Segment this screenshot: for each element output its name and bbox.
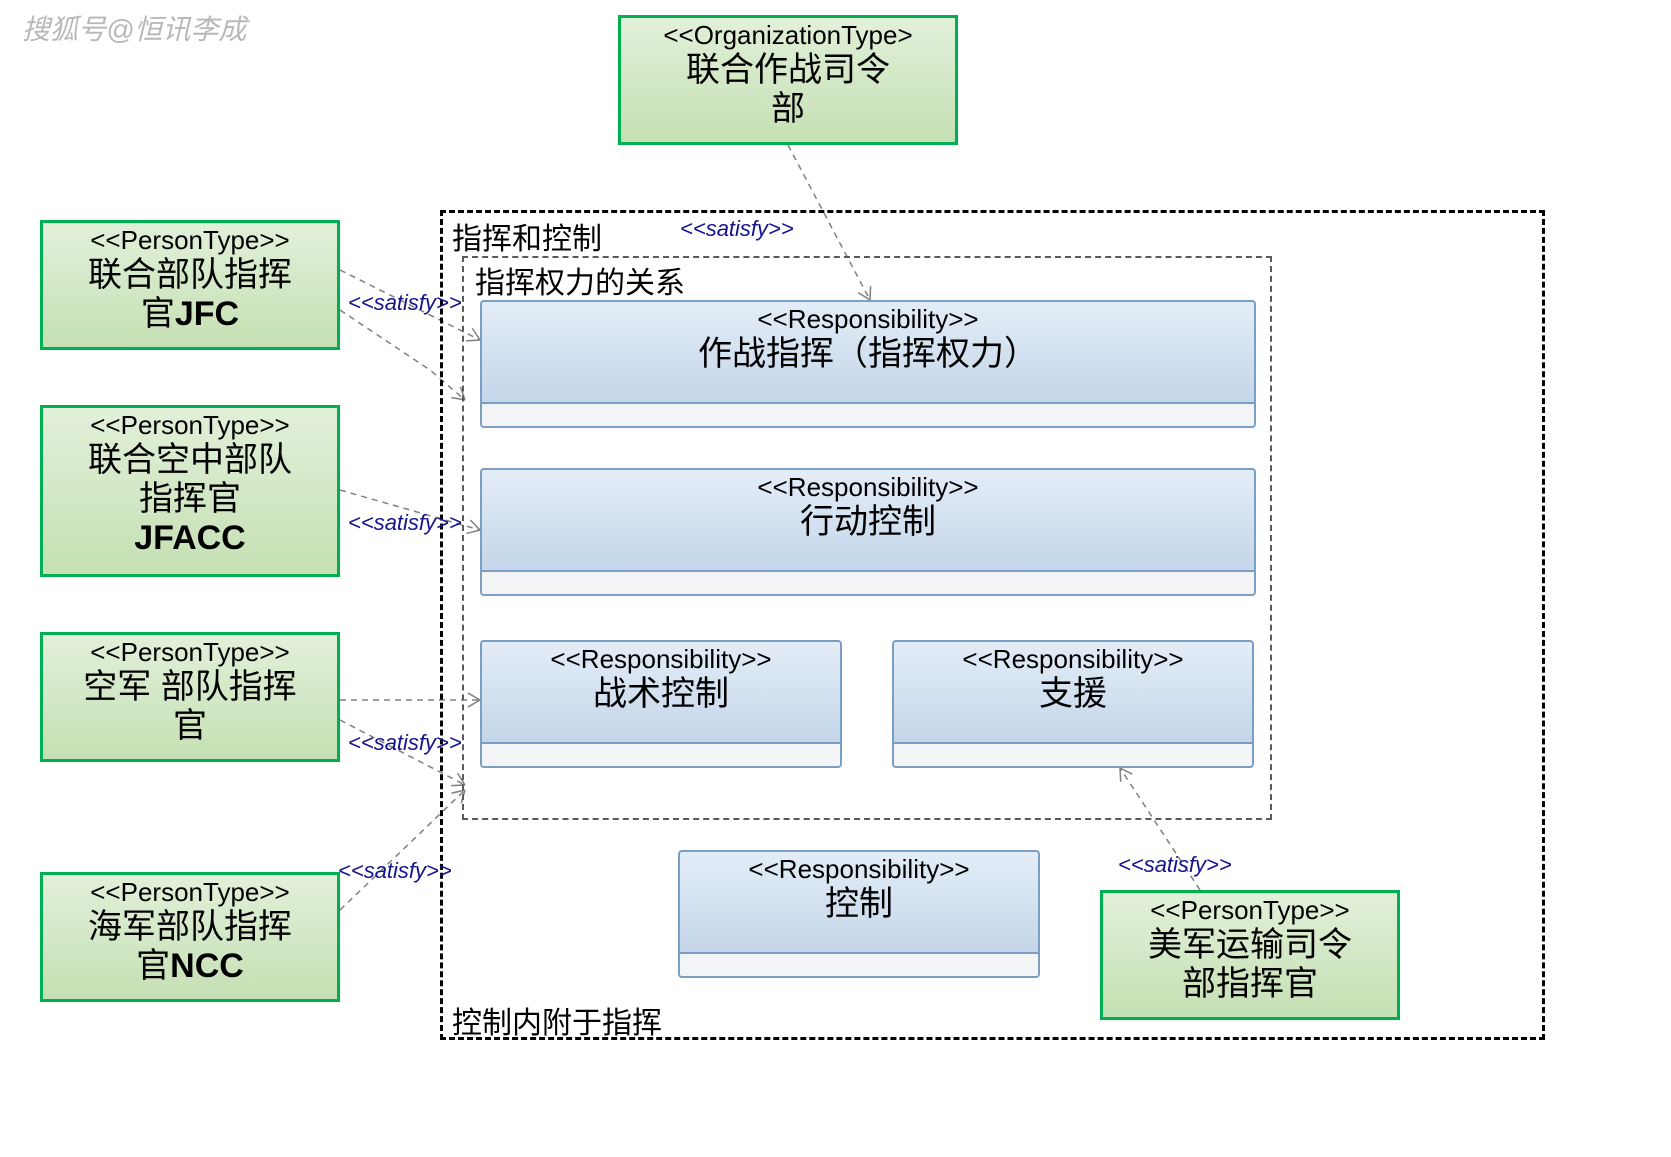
blue-node-resp2: <<Responsibility>>行动控制 bbox=[480, 468, 1256, 596]
inner-package-label: 指挥权力的关系 bbox=[475, 258, 685, 302]
node-title: 联合部队指挥官JFC bbox=[43, 256, 337, 334]
node-stereotype: <<Responsibility>> bbox=[482, 472, 1254, 503]
satisfy-label: <<satisfy>> bbox=[348, 730, 462, 756]
node-title: 控制 bbox=[680, 885, 1038, 924]
blue-node-resp1: <<Responsibility>>作战指挥（指挥权力） bbox=[480, 300, 1256, 428]
node-stereotype: <<Responsibility>> bbox=[680, 854, 1038, 885]
blue-node-resp4: <<Responsibility>>支援 bbox=[892, 640, 1254, 768]
node-stereotype: <<Responsibility>> bbox=[894, 644, 1252, 675]
node-attr-compartment bbox=[894, 742, 1252, 766]
node-title: 行动控制 bbox=[482, 503, 1254, 542]
node-attr-compartment bbox=[482, 402, 1254, 426]
node-stereotype: <<PersonType>> bbox=[43, 637, 337, 668]
green-node-org: <<OrganizationType>联合作战司令部 bbox=[618, 15, 958, 145]
watermark-text: 搜狐号@恒讯李成 bbox=[22, 8, 246, 48]
node-title: 海军部队指挥官NCC bbox=[43, 908, 337, 986]
node-attr-compartment bbox=[482, 742, 840, 766]
green-node-ncc: <<PersonType>>海军部队指挥官NCC bbox=[40, 872, 340, 1002]
node-title: 美军运输司令部指挥官 bbox=[1103, 926, 1397, 1004]
node-attr-compartment bbox=[482, 570, 1254, 594]
node-title: 支援 bbox=[894, 675, 1252, 714]
blue-node-resp3: <<Responsibility>>战术控制 bbox=[480, 640, 842, 768]
satisfy-label: <<satisfy>> bbox=[348, 290, 462, 316]
outer-package-label: 指挥和控制 bbox=[452, 214, 602, 258]
green-node-jfc: <<PersonType>>联合部队指挥官JFC bbox=[40, 220, 340, 350]
node-title: 联合作战司令部 bbox=[621, 51, 955, 129]
diagram-canvas: 搜狐号@恒讯李成 指挥和控制 控制内附于指挥 指挥权力的关系 <<Organiz… bbox=[0, 0, 1671, 1157]
node-title: 战术控制 bbox=[482, 675, 840, 714]
node-attr-compartment bbox=[680, 952, 1038, 976]
node-stereotype: <<Responsibility>> bbox=[482, 644, 840, 675]
node-stereotype: <<PersonType>> bbox=[43, 410, 337, 441]
green-node-afc: <<PersonType>>空军 部队指挥官 bbox=[40, 632, 340, 762]
satisfy-label: <<satisfy>> bbox=[338, 858, 452, 884]
green-node-trans: <<PersonType>>美军运输司令部指挥官 bbox=[1100, 890, 1400, 1020]
satisfy-label: <<satisfy>> bbox=[1118, 852, 1232, 878]
outer-package-footer: 控制内附于指挥 bbox=[452, 998, 662, 1042]
node-title: 作战指挥（指挥权力） bbox=[482, 335, 1254, 374]
green-node-jfacc: <<PersonType>>联合空中部队指挥官JFACC bbox=[40, 405, 340, 577]
satisfy-label: <<satisfy>> bbox=[680, 216, 794, 242]
node-stereotype: <<OrganizationType> bbox=[621, 20, 955, 51]
node-title: 空军 部队指挥官 bbox=[43, 668, 337, 746]
node-stereotype: <<Responsibility>> bbox=[482, 304, 1254, 335]
node-stereotype: <<PersonType>> bbox=[43, 877, 337, 908]
node-title: 联合空中部队指挥官JFACC bbox=[43, 441, 337, 558]
node-stereotype: <<PersonType>> bbox=[1103, 895, 1397, 926]
blue-node-resp5: <<Responsibility>>控制 bbox=[678, 850, 1040, 978]
satisfy-label: <<satisfy>> bbox=[348, 510, 462, 536]
node-stereotype: <<PersonType>> bbox=[43, 225, 337, 256]
